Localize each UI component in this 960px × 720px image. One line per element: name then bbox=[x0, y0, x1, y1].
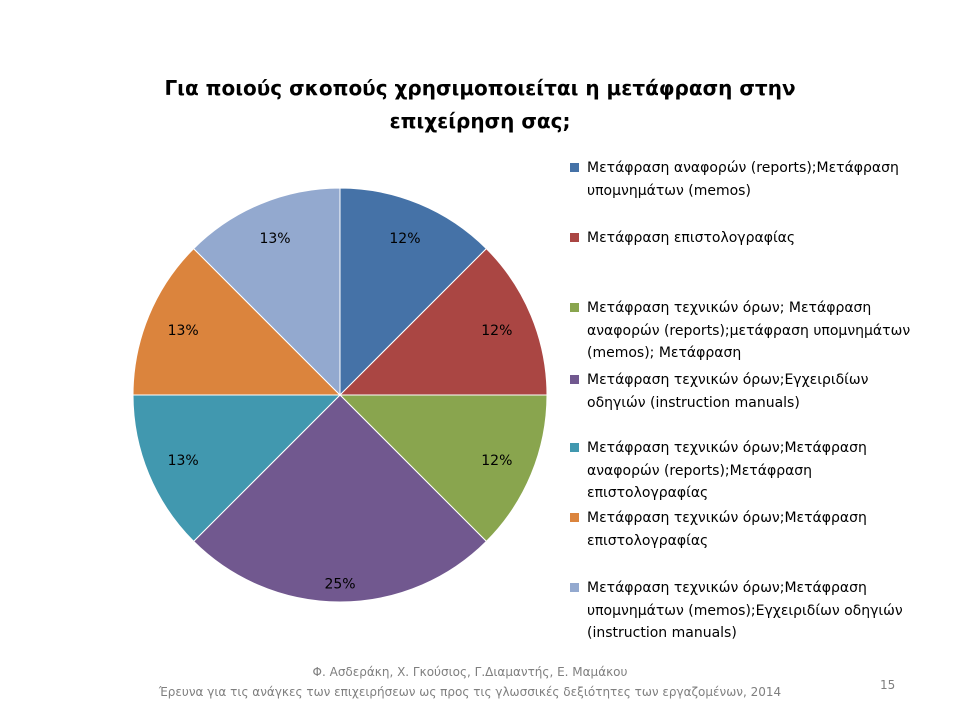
legend-item-4: Μετάφραση τεχνικών όρων;Εγχειριδίων οδηγ… bbox=[570, 369, 920, 414]
legend-label-3: Μετάφραση τεχνικών όρων; Μετάφραση αναφο… bbox=[587, 300, 911, 361]
legend-item-6: Μετάφραση τεχνικών όρων;Μετάφραση επιστο… bbox=[570, 507, 920, 552]
footer-authors: Φ. Ασδεράκη, Χ. Γκούσιος, Γ.Διαμαντής, Ε… bbox=[312, 665, 628, 679]
pie-label-6: 13% bbox=[168, 323, 199, 339]
legend-item-3: Μετάφραση τεχνικών όρων; Μετάφραση αναφο… bbox=[570, 297, 920, 365]
pie-slice-7 bbox=[192, 187, 341, 397]
legend-label-5: Μετάφραση τεχνικών όρων;Μετάφραση αναφορ… bbox=[587, 440, 867, 501]
legend-label-4: Μετάφραση τεχνικών όρων;Εγχειριδίων οδηγ… bbox=[587, 372, 869, 411]
legend-swatch-6 bbox=[570, 513, 579, 522]
slide-footer: Φ. Ασδεράκη, Χ. Γκούσιος, Γ.Διαμαντής, Ε… bbox=[100, 662, 840, 702]
legend-swatch-4 bbox=[570, 375, 579, 384]
legend-swatch-3 bbox=[570, 303, 579, 312]
legend-item-2: Μετάφραση επιστολογραφίας bbox=[570, 227, 920, 250]
pie-slice-6 bbox=[132, 247, 342, 396]
pie-slice-4 bbox=[192, 394, 488, 603]
chart-title-line-2: επιχείρηση σας; bbox=[389, 109, 571, 133]
legend-label-6: Μετάφραση τεχνικών όρων;Μετάφραση επιστο… bbox=[587, 510, 867, 549]
pie-label-1: 12% bbox=[389, 231, 420, 247]
legend-item-7: Μετάφραση τεχνικών όρων;Μετάφραση υπομνη… bbox=[570, 577, 920, 645]
pie-label-7: 13% bbox=[259, 231, 290, 247]
legend-label-1: Μετάφραση αναφορών (reports);Μετάφραση υ… bbox=[587, 160, 899, 199]
pie-label-4: 25% bbox=[324, 576, 355, 592]
legend-swatch-7 bbox=[570, 583, 579, 592]
pie-label-2: 12% bbox=[481, 323, 512, 339]
legend-swatch-1 bbox=[570, 163, 579, 172]
pie-slice-5 bbox=[132, 394, 342, 543]
pie-slice-1 bbox=[339, 187, 488, 397]
footer-study: Έρευνα για τις ανάγκες των επιχειρήσεων … bbox=[158, 685, 782, 699]
pie-label-5: 13% bbox=[168, 453, 199, 469]
page-number: 15 bbox=[880, 678, 896, 692]
legend-label-2: Μετάφραση επιστολογραφίας bbox=[587, 230, 796, 246]
legend-swatch-2 bbox=[570, 233, 579, 242]
legend-item-5: Μετάφραση τεχνικών όρων;Μετάφραση αναφορ… bbox=[570, 437, 920, 505]
chart-title: Για ποιούς σκοπούς χρησιμοποιείται η μετ… bbox=[150, 72, 810, 138]
legend-label-7: Μετάφραση τεχνικών όρων;Μετάφραση υπομνη… bbox=[587, 580, 903, 641]
pie-slice-3 bbox=[338, 394, 548, 543]
pie-label-3: 12% bbox=[481, 453, 512, 469]
chart-title-line-1: Για ποιούς σκοπούς χρησιμοποιείται η μετ… bbox=[164, 76, 796, 100]
pie-slice-2 bbox=[338, 247, 548, 396]
legend-item-1: Μετάφραση αναφορών (reports);Μετάφραση υ… bbox=[570, 157, 920, 202]
legend-swatch-5 bbox=[570, 443, 579, 452]
